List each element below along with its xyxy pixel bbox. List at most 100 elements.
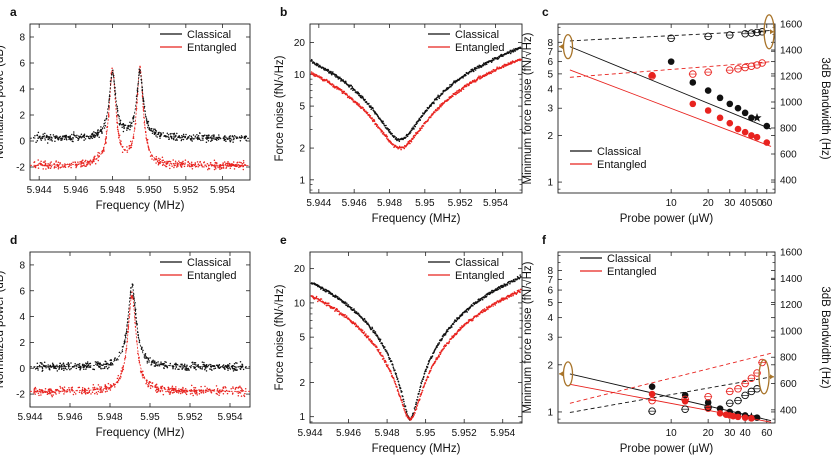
data-point [716, 114, 724, 122]
data-point-classical [197, 364, 199, 366]
data-point-entangled [145, 382, 147, 385]
data-point-classical [372, 107, 374, 109]
data-point-classical [48, 137, 51, 139]
data-point-entangled [157, 390, 160, 392]
data-point-entangled [210, 163, 212, 166]
data-point-classical [225, 140, 227, 142]
data-point-classical [48, 136, 51, 138]
data-point-classical [58, 364, 61, 367]
data-point-entangled [49, 164, 52, 166]
x-tick-label: 5.952 [177, 412, 202, 423]
data-point-entangled [244, 392, 246, 395]
data-point-entangled [341, 92, 344, 95]
x-axis-label: Probe power (μW) [620, 443, 714, 455]
data-point-entangled [106, 390, 108, 392]
data-point-classical [415, 401, 418, 404]
data-point-entangled [131, 294, 133, 297]
data-point-entangled [173, 389, 175, 392]
data-point-classical [34, 368, 37, 370]
data-point-classical [420, 382, 423, 385]
data-point-classical [354, 89, 356, 91]
data-point-classical [50, 139, 53, 141]
data-point-classical [423, 375, 425, 378]
data-point-entangled [146, 138, 148, 141]
data-point-entangled [228, 164, 231, 166]
data-point [763, 122, 771, 130]
data-point-entangled [92, 389, 94, 391]
data-point-entangled [239, 386, 241, 389]
data-point-entangled [338, 313, 341, 316]
data-point-entangled [130, 144, 133, 146]
data-point-entangled [385, 137, 388, 139]
data-point-classical [78, 363, 81, 365]
data-point-classical [323, 288, 325, 290]
data-point-classical [157, 361, 159, 363]
data-point-classical [401, 390, 403, 393]
data-point-classical [125, 330, 128, 333]
data-point-entangled [155, 388, 158, 390]
data-point-classical [179, 365, 181, 368]
data-point-classical [58, 368, 60, 370]
data-point-classical [61, 135, 64, 137]
data-point-classical [123, 125, 125, 128]
x-tick-label: 5.954 [210, 185, 235, 196]
data-point-classical [173, 132, 176, 135]
data-point-entangled [68, 165, 71, 167]
data-point-classical [110, 77, 113, 79]
data-point-entangled [178, 388, 180, 390]
data-point-entangled [112, 383, 115, 385]
data-point-entangled [206, 387, 208, 389]
data-point-classical [145, 356, 147, 358]
data-point-entangled [117, 137, 120, 139]
x-tick-label: 5.944 [17, 412, 42, 423]
data-point-entangled [519, 291, 521, 294]
data-point-classical [132, 295, 135, 297]
data-point-classical [317, 64, 320, 66]
data-point-classical [229, 137, 231, 140]
plot-frame [29, 23, 251, 181]
x-axis-label: Frequency (MHz) [372, 213, 461, 225]
data-point-entangled [142, 370, 144, 373]
data-point-entangled [474, 81, 477, 83]
data-point-classical [192, 363, 194, 365]
data-point-classical [233, 362, 236, 365]
data-point-entangled [468, 320, 470, 323]
data-point-entangled [188, 164, 190, 166]
data-point-entangled [182, 162, 185, 165]
data-point-entangled [376, 124, 379, 126]
data-point-entangled [125, 347, 128, 350]
y-tick-label: 8 [547, 38, 553, 49]
data-point-classical [54, 365, 57, 367]
y-tick-label: 10 [294, 70, 306, 81]
data-point-classical [435, 97, 438, 99]
data-point-classical [163, 367, 165, 370]
data-point-entangled [33, 166, 35, 168]
data-point-classical [236, 136, 238, 138]
data-point-classical [238, 136, 241, 139]
data-point-classical [313, 62, 316, 64]
data-point-entangled [126, 146, 128, 148]
data-point-entangled [310, 71, 313, 73]
data-point-classical [154, 129, 157, 132]
data-point-entangled [96, 154, 99, 156]
data-point-entangled [443, 347, 446, 349]
data-point [648, 383, 656, 390]
data-point-entangled [199, 161, 201, 163]
data-point-entangled [203, 166, 205, 168]
data-point-entangled [413, 136, 416, 139]
data-point-classical [370, 105, 372, 107]
data-point-classical [118, 123, 120, 125]
x-tick-label: 5.95 [140, 412, 160, 423]
data-point-classical [32, 136, 35, 139]
data-point-entangled [397, 390, 400, 393]
data-point-classical [157, 131, 160, 134]
data-point-classical [176, 132, 178, 135]
x-tick-label: 5.948 [377, 198, 402, 209]
data-point-entangled [427, 118, 430, 121]
data-point-classical [211, 137, 213, 139]
data-point-classical [152, 360, 154, 363]
data-point-classical [436, 98, 438, 101]
data-point-classical [199, 132, 201, 135]
data-point-entangled [131, 291, 133, 293]
data-point-classical [484, 63, 486, 66]
